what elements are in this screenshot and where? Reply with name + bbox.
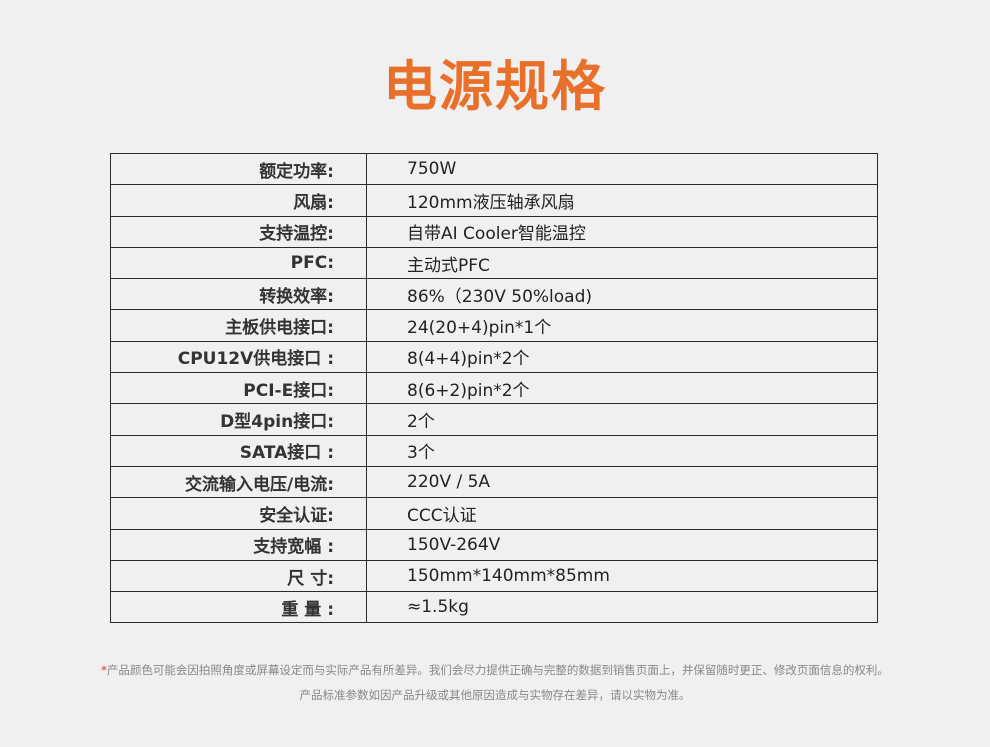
spec-row: CPU12V供电接口 :8(4+4)pin*2个 — [110, 340, 878, 374]
disclaimer-line-1: *产品颜色可能会因拍照角度或屏幕设定而与实际产品有所差异。我们会尽力提供正确与完… — [0, 662, 990, 678]
spec-table: 额定功率: 750W 风扇: 120mm液压轴承风扇 支持温控: 自带AI Cooler智… — [110, 152, 878, 624]
spec-row: D型4pin接口: 2个 — [110, 403, 878, 436]
spec-label: 转换效率: — [110, 278, 367, 311]
spec-label: 主板供电接口: — [110, 309, 367, 342]
spec-value: 150mm*140mm*85mm — [366, 559, 878, 593]
spec-row: PFC: 主动式PFC — [110, 246, 878, 280]
spec-row: 安全认证: CCC认证 — [110, 497, 878, 530]
spec-value: 150V-264V — [366, 528, 878, 561]
spec-value: ≈1.5kg — [366, 591, 878, 624]
spec-row: PCI-E接口: 8(6+2)pin*2个 — [110, 372, 878, 405]
spec-row: 支持宽幅 :150V-264V — [110, 528, 878, 561]
spec-row: 额定功率: 750W — [110, 152, 878, 186]
spec-label: 重 量 : — [110, 591, 367, 624]
spec-label: 尺 寸: — [110, 559, 367, 593]
spec-label: 交流输入电压/电流: — [110, 465, 367, 499]
spec-row: 重 量 : ≈1.5kg — [110, 591, 878, 624]
spec-value: 8(4+4)pin*2个 — [366, 340, 878, 374]
spec-value: 3个 — [366, 434, 878, 467]
spec-value: CCC认证 — [366, 497, 878, 530]
spec-label: 支持温控: — [110, 215, 367, 248]
spec-label: CPU12V供电接口 : — [110, 340, 367, 374]
page-title: 电源规格 — [383, 55, 607, 118]
spec-label: PCI-E接口: — [110, 372, 367, 405]
spec-label: 风扇: — [110, 184, 367, 217]
spec-row: 支持温控: 自带AI Cooler智能温控 — [110, 215, 878, 248]
spec-label: 支持宽幅 : — [110, 528, 367, 561]
spec-label: D型4pin接口: — [110, 403, 367, 436]
spec-label: 安全认证: — [110, 497, 367, 530]
spec-row: SATA接口 :3个 — [110, 434, 878, 467]
spec-value: 8(6+2)pin*2个 — [366, 372, 878, 405]
spec-value: 2个 — [366, 403, 878, 436]
disclaimer-text: 产品颜色可能会因拍照角度或屏幕设定而与实际产品有所差异。我们会尽力提供正确与完整… — [106, 663, 889, 677]
spec-row: 主板供电接口: 24(20+4)pin*1个 — [110, 309, 878, 342]
spec-label: SATA接口 : — [110, 434, 367, 467]
spec-row: 交流输入电压/电流: 220V / 5A — [110, 465, 878, 499]
spec-value: 86%（230V 50%load) — [366, 278, 878, 311]
spec-row: 风扇: 120mm液压轴承风扇 — [110, 184, 878, 217]
spec-row: 尺 寸: 150mm*140mm*85mm — [110, 559, 878, 593]
spec-row: 转换效率: 86%（230V 50%load) — [110, 278, 878, 311]
spec-value: 24(20+4)pin*1个 — [366, 309, 878, 342]
asterisk: * — [101, 663, 107, 677]
spec-value: 750W — [366, 152, 878, 186]
spec-label: PFC: — [110, 246, 367, 280]
spec-value: 自带AI Cooler智能温控 — [366, 215, 878, 248]
disclaimer-line-2: 产品标准参数如因产品升级或其他原因造成与实物存在差异，请以实物为准。 — [299, 688, 691, 702]
spec-value: 主动式PFC — [366, 246, 878, 280]
spec-value: 120mm液压轴承风扇 — [366, 184, 878, 217]
spec-label: 额定功率: — [110, 152, 367, 186]
spec-value: 220V / 5A — [366, 465, 878, 499]
